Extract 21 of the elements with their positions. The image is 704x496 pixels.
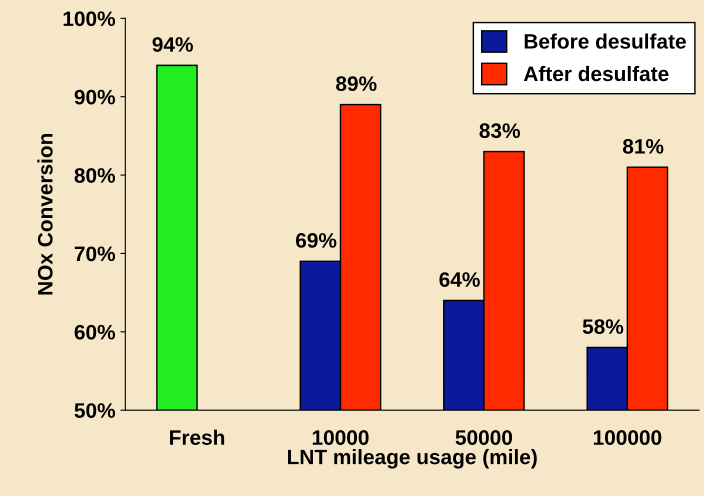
data-label: 69% xyxy=(296,233,336,248)
legend-label: After desulfate xyxy=(524,66,668,82)
y-tick-label: 90% xyxy=(74,90,116,104)
legend-label: Before desulfate xyxy=(524,33,686,49)
y-tick-label: 70% xyxy=(74,246,116,262)
x-tick-label: 100000 xyxy=(594,430,662,445)
x-tick-label: 10000 xyxy=(312,430,369,445)
x-axis-title: LNT mileage usage (mile) xyxy=(288,449,537,469)
data-label: 89% xyxy=(336,76,377,92)
data-label: 64% xyxy=(439,272,480,287)
x-tick-label: Fresh xyxy=(170,430,224,445)
y-tick-label: 100% xyxy=(64,11,116,26)
y-tick-label: 60% xyxy=(74,324,116,340)
data-label: 81% xyxy=(622,138,664,154)
data-label: 94% xyxy=(152,37,193,52)
y-axis-title: NOx Conversion xyxy=(37,134,53,294)
data-label: 83% xyxy=(480,123,520,138)
y-tick-label: 50% xyxy=(74,403,116,418)
x-tick-label: 50000 xyxy=(456,430,512,445)
data-label: 58% xyxy=(582,319,624,334)
y-tick-label: 80% xyxy=(74,168,116,183)
